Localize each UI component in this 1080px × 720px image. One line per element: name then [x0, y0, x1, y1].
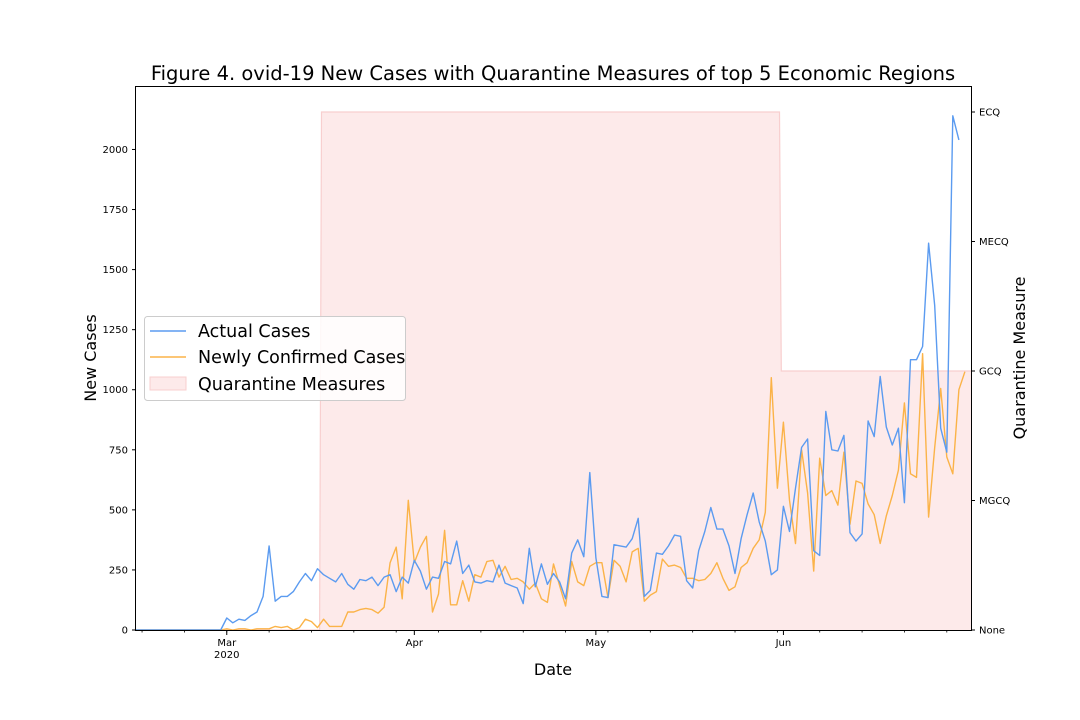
y-tick-label: 250 — [109, 565, 128, 576]
legend: Actual Cases Newly Confirmed Cases Quara… — [144, 316, 406, 401]
x-tick-label: May — [586, 638, 607, 649]
y-axis-left: 0 250 500 750 1000 1250 1500 1750 2000 — [103, 145, 136, 637]
series-actual-cases-line — [136, 115, 960, 631]
legend-actual-label: Actual Cases — [198, 322, 310, 342]
y2-tick-label: MECQ — [979, 237, 1009, 248]
y-tick-label: 0 — [122, 626, 128, 637]
series-layer — [136, 115, 966, 631]
y2-tick-label: None — [979, 626, 1005, 637]
y-axis-label: New Cases — [81, 314, 100, 401]
x-tick-label: Jun — [775, 638, 792, 649]
series-newly-confirmed-line — [136, 353, 966, 631]
y-tick-label: 1000 — [103, 385, 128, 396]
legend-quarantine-swatch — [149, 376, 187, 391]
y-tick-label: 1250 — [103, 325, 128, 336]
y2-tick-label: ECQ — [979, 108, 1000, 119]
y-tick-label: 750 — [109, 445, 128, 456]
y-tick-label: 2000 — [103, 145, 128, 156]
chart-title: Figure 4. ovid-19 New Cases with Quarant… — [151, 62, 955, 85]
x-tick-label: Apr — [406, 638, 424, 649]
y-tick-label: 500 — [109, 505, 128, 516]
legend-confirmed-label: Newly Confirmed Cases — [198, 348, 405, 368]
y-tick-label: 1500 — [103, 265, 128, 276]
y2-tick-label: MGCQ — [979, 496, 1010, 507]
y2-tick-label: GCQ — [979, 367, 1002, 378]
y-tick-label: 1750 — [103, 205, 128, 216]
plot-area-frame — [135, 86, 972, 631]
legend-quarantine-label: Quarantine Measures — [198, 375, 385, 395]
quarantine-area — [136, 112, 971, 630]
x-tick-sublabel: 2020 — [214, 650, 239, 661]
y-axis-right: None MGCQ GCQ MECQ ECQ — [971, 108, 1010, 637]
legend-box — [144, 316, 406, 401]
x-axis-label: Date — [534, 660, 572, 679]
x-tick-label: Mar — [217, 638, 237, 649]
y2-axis-label: Quarantine Measure — [1010, 277, 1029, 440]
